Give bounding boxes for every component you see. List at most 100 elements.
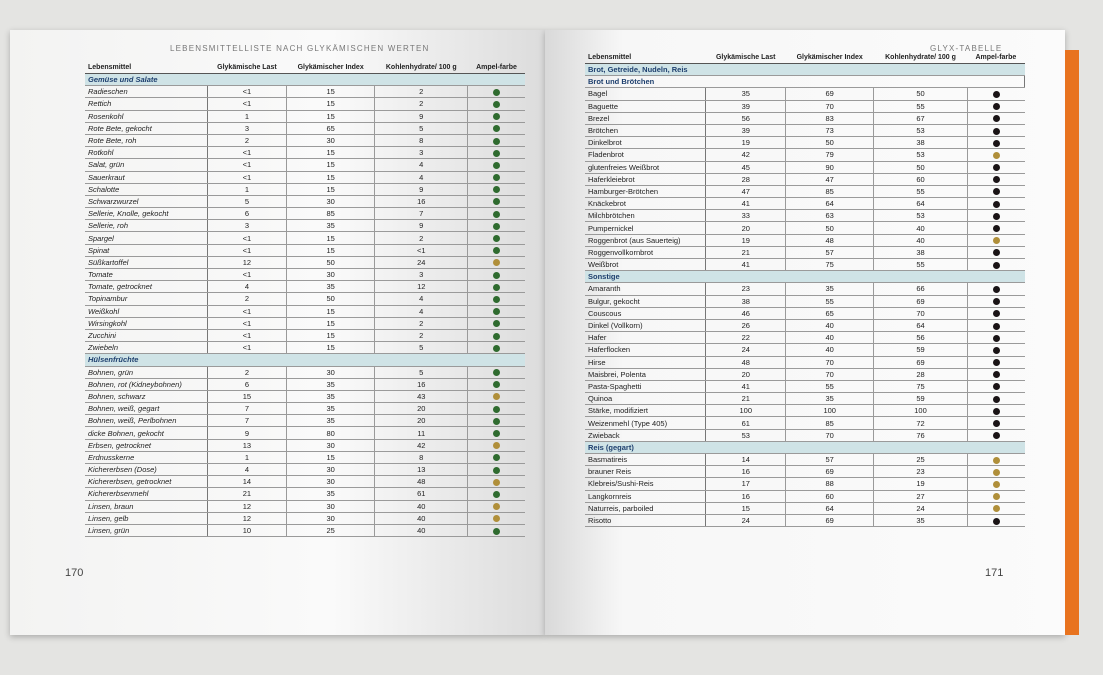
table-row: Pumpernickel 20 50 40 [585, 221, 1025, 235]
glycemic-table-right: Lebensmittel Glykämische Last Glykämischer… [585, 52, 1025, 528]
traffic-light-cell [467, 134, 525, 148]
table-row: Radieschen <1 15 2 [85, 85, 525, 99]
food-name: Amaranth [585, 282, 707, 296]
table-row: Süßkartoffel 12 50 24 [85, 256, 525, 270]
glycemic-load: 21 [207, 487, 288, 501]
food-name: Brötchen [585, 124, 707, 138]
carbohydrates: 5 [374, 366, 469, 379]
food-name: Bohnen, weiß, gegart [85, 402, 208, 416]
glycemic-load: 16 [705, 465, 787, 479]
glycemic-load: 35 [705, 87, 787, 101]
food-name: Maisbrei, Polenta [585, 368, 707, 381]
table-row: dicke Bohnen, gekocht 9 80 11 [85, 426, 525, 440]
table-row: Linsen, gelb 12 30 40 [85, 512, 525, 525]
table-row: Baguette 39 70 55 [585, 100, 1025, 113]
glycemic-index: 15 [286, 110, 376, 123]
glycemic-load: 2 [207, 134, 288, 148]
food-name: Rote Bete, roh [85, 134, 208, 148]
glycemic-load: <1 [207, 85, 288, 99]
traffic-light-cell [467, 85, 525, 99]
glycemic-index: 35 [286, 402, 376, 416]
carbohydrates: 24 [873, 502, 968, 515]
glycemic-load: <1 [207, 317, 288, 330]
traffic-light-cell [967, 209, 1025, 223]
glycemic-index: 35 [286, 378, 376, 391]
traffic-light-cell [967, 307, 1025, 320]
food-name: Rotkohl [85, 146, 208, 160]
traffic-light-dot-yellow [493, 503, 501, 511]
food-name: Bohnen, weiß, Perlbohnen [85, 414, 208, 428]
glycemic-load: 4 [207, 280, 288, 294]
food-name: Tomate, getrocknet [85, 280, 208, 294]
traffic-light-cell [967, 197, 1025, 211]
glycemic-index: 15 [286, 317, 376, 330]
traffic-light-cell [467, 439, 525, 452]
carbohydrates: 9 [374, 110, 469, 123]
traffic-light-dot-black [992, 249, 1000, 257]
carbohydrates: 60 [873, 173, 968, 186]
table-row: Risotto 24 69 35 [585, 514, 1025, 528]
carbohydrates: 53 [873, 148, 968, 162]
traffic-light-dot-black [992, 139, 1000, 147]
carbohydrates: 3 [374, 268, 469, 282]
traffic-light-dot-green [493, 149, 501, 157]
traffic-light-dot-yellow [992, 237, 1000, 245]
running-head-right: GLYX-TABELLE [930, 44, 1003, 53]
traffic-light-dot-green [493, 247, 501, 255]
glycemic-load: 15 [207, 390, 288, 404]
table-row: Dinkelbrot 19 50 38 [585, 136, 1025, 150]
glycemic-load: 7 [207, 414, 288, 428]
carbohydrates: 75 [873, 380, 968, 394]
carbohydrates: 67 [873, 112, 968, 125]
traffic-light-dot-black [992, 200, 1000, 208]
glycemic-load: 7 [207, 402, 288, 416]
glycemic-load: 4 [207, 463, 288, 477]
carbohydrates: 50 [873, 87, 968, 101]
table-row: Sauerkraut <1 15 4 [85, 171, 525, 184]
carbohydrates: 64 [873, 197, 968, 211]
food-name: Sellerie, roh [85, 219, 208, 233]
table-row: Salat, grün <1 15 4 [85, 158, 525, 172]
traffic-light-cell [967, 380, 1025, 394]
traffic-light-dot-black [992, 383, 1000, 391]
traffic-light-dot-green [493, 235, 501, 243]
carbohydrates: 40 [374, 512, 469, 525]
glycemic-index: 75 [785, 258, 875, 272]
glycemic-load: 56 [705, 112, 787, 125]
traffic-light-cell [967, 343, 1025, 357]
traffic-light-dot-green [493, 210, 501, 218]
table-row: Linsen, braun 12 30 40 [85, 500, 525, 513]
traffic-light-dot-green [493, 454, 501, 462]
traffic-light-cell [967, 331, 1025, 345]
table-row: Stärke, modifiziert 100 100 100 [585, 404, 1025, 418]
glycemic-index: 15 [286, 305, 376, 318]
traffic-light-cell [967, 490, 1025, 503]
table-row: Hamburger-Brötchen 47 85 55 [585, 185, 1025, 199]
traffic-light-dot-green [493, 113, 501, 121]
traffic-light-cell [967, 477, 1025, 491]
section-row: Hülsenfrüchte [85, 353, 525, 367]
table-row: Haferflocken 24 40 59 [585, 343, 1025, 357]
glycemic-load: <1 [207, 305, 288, 318]
traffic-light-dot-black [992, 359, 1000, 367]
section-title: Sonstige [585, 270, 1025, 284]
food-name: Baguette [585, 100, 707, 113]
glycemic-load: 9 [207, 426, 288, 440]
traffic-light-cell [467, 451, 525, 465]
traffic-light-cell [467, 122, 525, 135]
glycemic-index: 48 [785, 234, 875, 247]
traffic-light-dot-yellow [992, 456, 1000, 464]
traffic-light-dot-green [493, 88, 501, 96]
glycemic-index: 35 [286, 390, 376, 404]
traffic-light-dot-black [992, 298, 1000, 306]
glycemic-index: 40 [785, 343, 875, 357]
glycemic-load: 41 [705, 380, 787, 394]
carbohydrates: 40 [873, 234, 968, 247]
traffic-light-cell [967, 356, 1025, 369]
table-row: Sellerie, roh 3 35 9 [85, 219, 525, 233]
table-row: Roggenbrot (aus Sauerteig) 19 48 40 [585, 234, 1025, 247]
traffic-light-cell [967, 100, 1025, 113]
glycemic-load: <1 [207, 158, 288, 172]
food-name: Klebreis/Sushi-Reis [585, 477, 707, 491]
glycemic-index: 50 [286, 292, 376, 306]
